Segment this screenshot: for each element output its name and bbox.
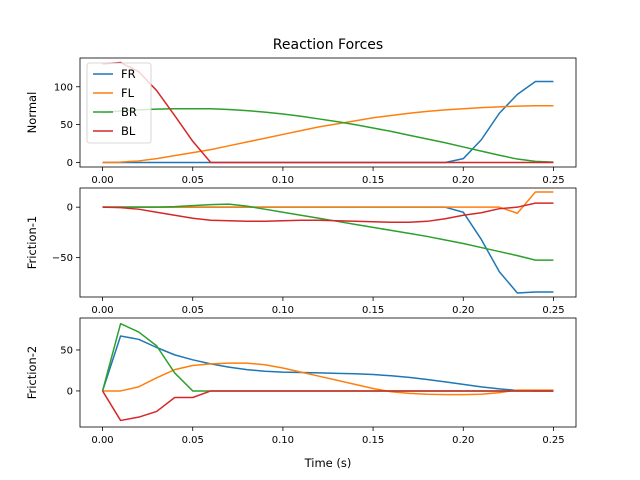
series-line-fl-panel-1 <box>102 104 554 164</box>
y-axis-label-panel-3: Friction-2 <box>25 346 39 400</box>
axes-frame-panel-1 <box>79 57 577 168</box>
chart-title: Reaction Forces <box>273 37 383 53</box>
subplot-3: 0.00 0.05 0.10 0.15 0.20 0.25 0 50 Friction-2 <box>25 317 577 446</box>
x-tick-label: 0.10 <box>272 305 294 316</box>
y-tick-label: −50 <box>52 253 73 264</box>
subplot-2: 0.00 0.05 0.10 0.15 0.20 0.25 −50 0 Friction-1 <box>25 187 577 316</box>
series-line-fl-panel-3 <box>102 362 554 396</box>
series-line-bl-panel-1 <box>102 61 554 164</box>
legend-label-bl: BL <box>121 124 136 138</box>
y-axis-label-panel-1: Normal <box>25 92 39 134</box>
axes-frame-panel-2 <box>79 187 577 298</box>
x-tick-label: 0.00 <box>91 175 113 186</box>
legend-label-fr: FR <box>121 67 136 81</box>
subplot-1: 0.00 0.05 0.10 0.15 0.20 0.25 0 50 100 Normal FR FL… <box>25 57 577 186</box>
series-line-br-panel-2 <box>102 203 554 261</box>
x-tick-label: 0.10 <box>272 435 294 446</box>
x-tick-label: 0.15 <box>362 305 384 316</box>
y-tick-label: 100 <box>54 82 73 93</box>
legend-label-br: BR <box>121 105 137 119</box>
legend-label-fl: FL <box>121 86 135 100</box>
x-tick-label: 0.05 <box>182 305 204 316</box>
x-tick-label: 0.10 <box>272 175 294 186</box>
x-tick-label: 0.20 <box>452 305 474 316</box>
subplot-panels: 0.00 0.05 0.10 0.15 0.20 0.25 0 50 100 Normal FR FL… <box>25 57 577 446</box>
x-tick-label: 0.00 <box>91 305 113 316</box>
x-tick-label: 0.25 <box>542 175 564 186</box>
y-tick-label: 0 <box>67 386 73 397</box>
series-line-bl-panel-2 <box>102 202 554 224</box>
y-tick-label: 50 <box>60 345 73 356</box>
y-tick-label: 0 <box>67 158 73 169</box>
series-line-bl-panel-3 <box>101 390 554 422</box>
x-axis-label: Time (s) <box>304 456 352 470</box>
x-tick-label: 0.00 <box>91 435 113 446</box>
x-tick-label: 0.15 <box>362 175 384 186</box>
x-tick-label: 0.25 <box>542 305 564 316</box>
series-line-br-panel-1 <box>102 107 554 163</box>
legend-box <box>86 62 152 144</box>
y-tick-label: 0 <box>67 203 73 214</box>
x-tick-label: 0.15 <box>362 435 384 446</box>
axes-frame-panel-3 <box>79 317 577 428</box>
y-tick-label: 50 <box>60 120 73 131</box>
legend: FR FL BR BL <box>86 62 152 144</box>
x-tick-label: 0.05 <box>182 175 204 186</box>
x-tick-label: 0.20 <box>452 435 474 446</box>
x-tick-label: 0.25 <box>542 435 564 446</box>
y-axis-label-panel-2: Friction-1 <box>25 216 39 270</box>
x-tick-label: 0.20 <box>452 175 474 186</box>
x-tick-label: 0.05 <box>182 435 204 446</box>
series-line-fr-panel-3 <box>101 335 554 392</box>
